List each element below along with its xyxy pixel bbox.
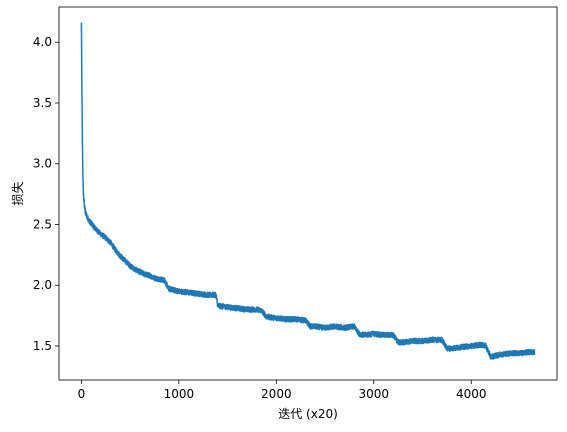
x-tick-label: 2000 — [261, 387, 292, 401]
y-tick-label: 3.5 — [33, 96, 52, 110]
plot-frame — [58, 6, 558, 381]
x-tick-label: 1000 — [164, 387, 195, 401]
y-axis-ticks: 1.5 2.0 2.5 3.0 3.5 4.0 — [33, 35, 59, 353]
x-tick-label: 4000 — [456, 387, 487, 401]
x-tick-label: 0 — [78, 387, 86, 401]
loss-series-line — [80, 22, 536, 360]
y-tick-label: 3.0 — [33, 157, 52, 171]
y-tick-label: 1.5 — [33, 339, 52, 353]
x-axis-label: 迭代 (x20) — [278, 407, 338, 421]
y-tick-label: 2.5 — [33, 217, 52, 231]
x-axis-ticks: 0 1000 2000 3000 4000 — [78, 380, 487, 401]
loss-line-group — [80, 22, 536, 360]
y-axis-label: 损失 — [10, 181, 25, 205]
y-tick-label: 4.0 — [33, 35, 52, 49]
y-tick-label: 2.0 — [33, 278, 52, 292]
x-tick-label: 3000 — [359, 387, 390, 401]
